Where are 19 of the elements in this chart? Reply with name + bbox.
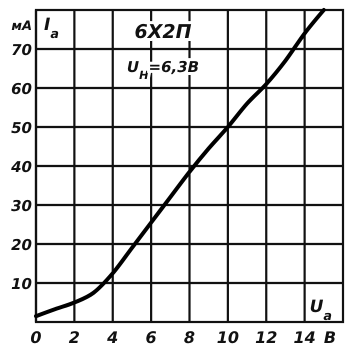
- x-tick-label: 2: [68, 328, 80, 347]
- x-axis-title: В: [324, 328, 336, 347]
- x-tick-label: 4: [106, 328, 118, 347]
- y-tick-label: 70: [11, 41, 32, 59]
- y-tick-label: 40: [10, 158, 32, 176]
- y-tick-label: 60: [11, 80, 32, 98]
- x-tick-label: 12: [255, 328, 278, 347]
- x-tick-label: 6: [146, 328, 157, 347]
- x-tick-label: 0: [30, 328, 42, 347]
- x-tick-label: 8: [184, 328, 196, 347]
- y-tick-label: 30: [11, 197, 32, 215]
- y-tick-label: 20: [11, 236, 32, 254]
- x-tick-label: 14: [293, 328, 316, 347]
- x-tick-label: 10: [216, 328, 240, 347]
- y-axis-title: мА: [11, 19, 32, 34]
- annotation: U$_{а}$: [310, 297, 332, 324]
- y-tick-label: 50: [11, 119, 32, 137]
- annotation: I$_{а}$: [44, 15, 59, 42]
- y-tick-label: 10: [11, 275, 32, 293]
